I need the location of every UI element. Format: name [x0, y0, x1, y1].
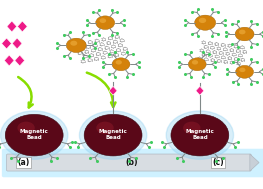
Circle shape	[1, 111, 68, 159]
Circle shape	[99, 18, 106, 23]
Circle shape	[199, 18, 206, 23]
Circle shape	[166, 111, 234, 159]
Circle shape	[195, 15, 216, 30]
Circle shape	[96, 16, 115, 29]
FancyBboxPatch shape	[7, 154, 251, 171]
Circle shape	[79, 111, 147, 159]
Circle shape	[84, 114, 142, 156]
Polygon shape	[7, 21, 17, 32]
Text: Magnetic
Bead: Magnetic Bead	[185, 129, 214, 140]
Circle shape	[96, 122, 114, 134]
Circle shape	[236, 65, 254, 78]
Text: (b): (b)	[125, 158, 138, 167]
Circle shape	[70, 41, 77, 46]
Circle shape	[239, 68, 245, 72]
Circle shape	[171, 114, 229, 156]
Polygon shape	[17, 21, 27, 32]
Polygon shape	[12, 38, 22, 49]
Text: (c): (c)	[213, 158, 224, 167]
Polygon shape	[109, 86, 117, 95]
Polygon shape	[2, 38, 12, 49]
Text: (a): (a)	[18, 158, 30, 167]
Circle shape	[116, 60, 122, 65]
Polygon shape	[250, 154, 259, 171]
Circle shape	[17, 122, 35, 134]
Circle shape	[239, 30, 246, 34]
Circle shape	[5, 114, 63, 156]
Circle shape	[192, 60, 198, 65]
Polygon shape	[4, 55, 14, 66]
Circle shape	[183, 122, 200, 134]
Text: Magnetic
Bead: Magnetic Bead	[99, 129, 128, 140]
Circle shape	[188, 58, 206, 71]
Circle shape	[112, 58, 130, 71]
Circle shape	[66, 38, 86, 53]
FancyBboxPatch shape	[2, 149, 263, 177]
Circle shape	[235, 27, 254, 41]
Polygon shape	[196, 86, 204, 95]
Polygon shape	[15, 55, 25, 66]
Text: Magnetic
Bead: Magnetic Bead	[20, 129, 49, 140]
